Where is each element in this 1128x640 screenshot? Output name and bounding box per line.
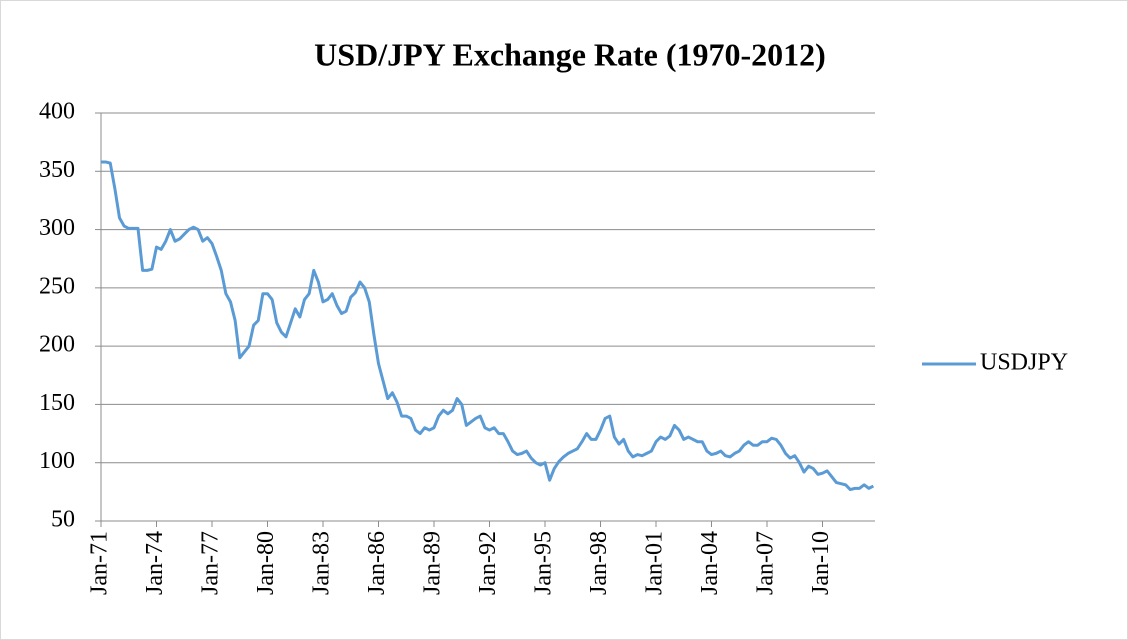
- y-tick-label: 150: [39, 390, 75, 416]
- x-tick-label: Jan-10: [808, 531, 834, 595]
- y-tick-label: 300: [39, 215, 75, 241]
- x-tick-label: Jan-77: [198, 531, 224, 595]
- x-tick-label: Jan-83: [309, 531, 335, 595]
- x-tick-label: Jan-74: [142, 531, 168, 595]
- x-tick-label: Jan-80: [253, 531, 279, 595]
- x-tick-label: Jan-07: [753, 531, 779, 595]
- x-tick-label: Jan-89: [420, 531, 446, 595]
- x-tick-label: Jan-92: [475, 531, 501, 595]
- y-tick-label: 400: [39, 99, 75, 125]
- x-tick-label: Jan-86: [364, 531, 390, 595]
- x-tick-label: Jan-98: [586, 531, 612, 595]
- x-tick-label: Jan-95: [531, 531, 557, 595]
- y-tick-label: 100: [39, 448, 75, 474]
- x-tick-label: Jan-04: [697, 531, 723, 595]
- x-tick-label: Jan-71: [87, 531, 113, 595]
- data-line: [101, 160, 875, 492]
- x-tick-label: Jan-01: [642, 531, 668, 595]
- y-tick-label: 250: [39, 273, 75, 299]
- y-tick-label: 200: [39, 332, 75, 358]
- legend-label: USDJPY: [980, 350, 1068, 376]
- y-tick-label: 350: [39, 157, 75, 183]
- chart-title: USD/JPY Exchange Rate (1970-2012): [314, 36, 826, 72]
- y-tick-label: 50: [51, 507, 75, 533]
